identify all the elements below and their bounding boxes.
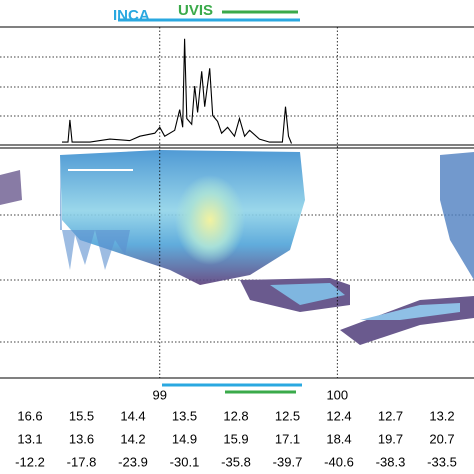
ephemeris-value: 12.7	[378, 408, 403, 423]
annotation: INCA	[113, 7, 150, 24]
ephemeris-value: 18.4	[326, 431, 351, 446]
ephemeris-value: 12.5	[275, 408, 300, 423]
ephemeris-value: 20.7	[429, 431, 454, 446]
ephemeris-value: 13.1	[17, 431, 42, 446]
annotation: UVIS	[178, 2, 213, 19]
ephemeris-value: -39.7	[273, 454, 303, 469]
ephemeris-value: 13.5	[172, 408, 197, 423]
ephemeris-value: -17.8	[67, 454, 97, 469]
ephemeris-value: 16.6	[17, 408, 42, 423]
ephemeris-value: -38.3	[376, 454, 406, 469]
ephemeris-value: 15.9	[223, 431, 248, 446]
ephemeris-value: -40.6	[324, 454, 354, 469]
ephemeris-value: 13.2	[429, 408, 454, 423]
ephemeris-value: 14.4	[120, 408, 145, 423]
ephemeris-value: -35.8	[221, 454, 251, 469]
ephemeris-value: 19.7	[378, 431, 403, 446]
x-tick-label: 100	[326, 387, 348, 402]
ephemeris-value: 13.6	[69, 431, 94, 446]
ephemeris-value: 14.2	[120, 431, 145, 446]
x-tick-label: 99	[153, 387, 167, 402]
ephemeris-value: 15.5	[69, 408, 94, 423]
spectrogram	[0, 150, 474, 345]
ephemeris-value: -23.9	[118, 454, 148, 469]
ephemeris-value: 12.8	[223, 408, 248, 423]
line-series	[62, 38, 293, 144]
ephemeris-value: -33.5	[427, 454, 457, 469]
ephemeris-value: 14.9	[172, 431, 197, 446]
ephemeris-value: -12.2	[15, 454, 45, 469]
ephemeris-value: -30.1	[170, 454, 200, 469]
ephemeris-value: 12.4	[326, 408, 351, 423]
ephemeris-value: 17.1	[275, 431, 300, 446]
